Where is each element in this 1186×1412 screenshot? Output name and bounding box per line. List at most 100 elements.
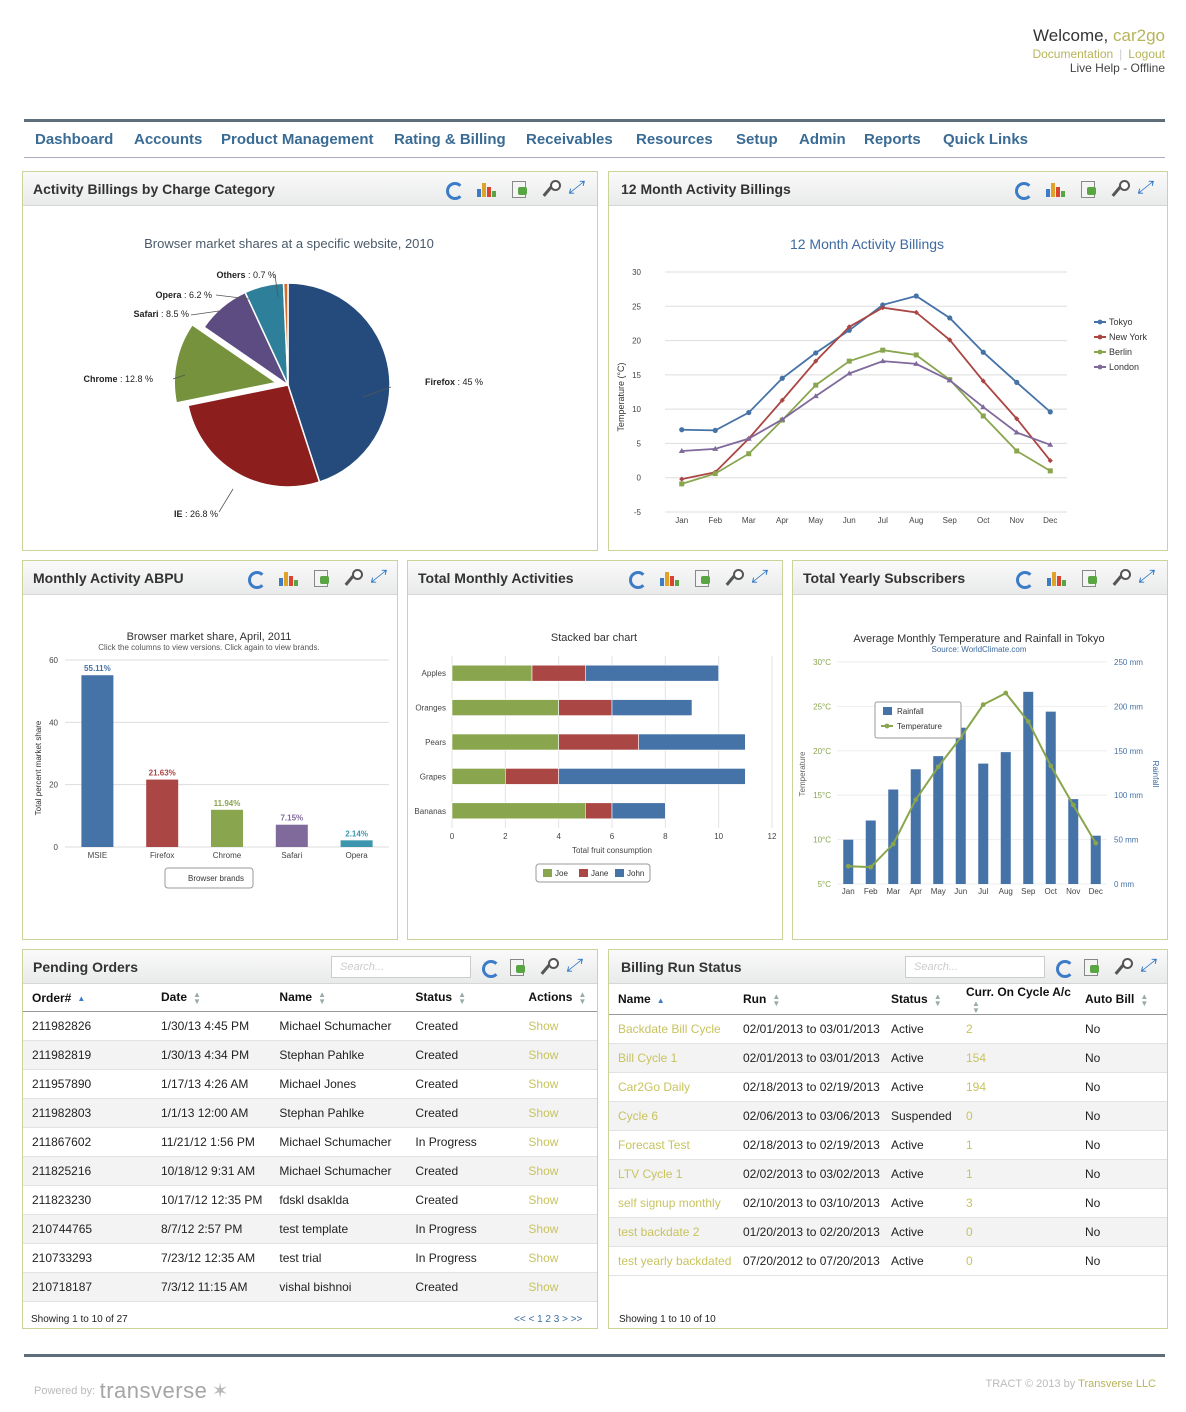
export-icon[interactable] — [509, 179, 529, 199]
data-point[interactable] — [935, 764, 941, 770]
expand-icon[interactable] — [567, 177, 587, 199]
data-point[interactable] — [890, 841, 896, 847]
billing-cycle-link[interactable]: Backdate Bill Cycle — [609, 1014, 735, 1044]
data-point[interactable] — [779, 397, 785, 403]
data-point[interactable] — [813, 350, 819, 356]
stacked-bar-segment[interactable] — [585, 802, 613, 820]
legend-item[interactable]: Jane — [591, 869, 609, 878]
refresh-icon[interactable] — [1053, 957, 1074, 978]
legend-item[interactable]: Temperature — [897, 722, 942, 731]
cycle-count-link[interactable]: 2 — [958, 1014, 1083, 1044]
data-point[interactable] — [1070, 802, 1076, 808]
export-icon[interactable] — [1081, 957, 1101, 977]
pager[interactable]: << < 1 2 3 > >> — [514, 1314, 583, 1325]
data-point[interactable] — [845, 863, 851, 869]
data-point[interactable] — [879, 358, 886, 364]
legend-item[interactable]: Berlin — [1109, 347, 1132, 357]
table-row[interactable]: 211867602 11/21/12 1:56 PM Michael Schumac… — [23, 1127, 597, 1157]
pie-slice-others[interactable] — [282, 282, 289, 386]
data-point[interactable] — [1047, 468, 1053, 474]
data-point[interactable] — [980, 702, 986, 708]
company-link[interactable]: Transverse LLC — [1078, 1378, 1156, 1390]
data-point[interactable] — [980, 378, 986, 384]
col-name[interactable]: Name ▲ ▼ — [262, 985, 403, 1012]
table-row[interactable]: 211957890 1/17/13 4:26 AM Michael Jones Cre… — [23, 1069, 597, 1099]
export-icon[interactable] — [1078, 179, 1098, 199]
stacked-bar-segment[interactable] — [558, 733, 639, 751]
refresh-icon[interactable] — [1013, 568, 1034, 589]
expand-icon[interactable] — [1139, 955, 1159, 977]
nav-rating-billing[interactable]: Rating & Billing — [394, 131, 506, 148]
data-point[interactable] — [712, 427, 718, 433]
rainfall-bar[interactable] — [1045, 711, 1056, 884]
data-point[interactable] — [846, 370, 853, 376]
stacked-bar-segment[interactable] — [451, 768, 506, 785]
rainfall-bar[interactable] — [910, 769, 921, 884]
documentation-link[interactable]: Documentation — [1032, 47, 1114, 61]
col-auto-bill[interactable]: Auto Bill ▲ ▼ — [1083, 985, 1167, 1015]
show-link[interactable]: Show — [514, 1214, 597, 1244]
export-icon[interactable] — [311, 568, 331, 588]
data-point[interactable] — [1047, 441, 1054, 447]
legend-item[interactable]: John — [627, 869, 644, 878]
data-point[interactable] — [678, 447, 685, 453]
nav-admin[interactable]: Admin — [799, 131, 846, 148]
data-point[interactable] — [679, 476, 685, 482]
data-point[interactable] — [746, 451, 752, 457]
stacked-bar-segment[interactable] — [451, 699, 559, 716]
col-curr-cycle[interactable]: Curr. On Cycle A/c▲ ▼ — [958, 985, 1083, 1015]
billing-cycle-link[interactable]: LTV Cycle 1 — [609, 1159, 735, 1189]
nav-quick-links[interactable]: Quick Links — [943, 131, 1029, 148]
billing-cycle-link[interactable]: Forecast Test — [609, 1130, 735, 1160]
billing-cycle-link[interactable]: test backdate 2 — [609, 1217, 735, 1247]
legend-box[interactable] — [164, 867, 254, 889]
data-point[interactable] — [1048, 763, 1054, 769]
stacked-bar-segment[interactable] — [638, 733, 746, 751]
settings-wrench-icon[interactable] — [1108, 179, 1130, 199]
settings-wrench-icon[interactable] — [1111, 957, 1133, 977]
billing-cycle-link[interactable]: Bill Cycle 1 — [609, 1043, 735, 1073]
table-row[interactable]: Car2Go Daily 02/18/2013 to 02/19/2013 Acti… — [609, 1072, 1167, 1102]
refresh-icon[interactable] — [626, 568, 647, 589]
billing-cycle-link[interactable]: Car2Go Daily — [609, 1072, 735, 1102]
chart-type-icon[interactable] — [1040, 179, 1070, 199]
rainfall-bar[interactable] — [933, 756, 944, 884]
data-point[interactable] — [980, 349, 986, 355]
data-point[interactable] — [745, 435, 752, 441]
show-link[interactable]: Show — [514, 1243, 597, 1273]
data-point[interactable] — [880, 347, 886, 353]
table-row[interactable]: 211823230 10/17/12 12:35 PM fdskl dsaklda C… — [23, 1185, 597, 1215]
live-help-link[interactable]: Live Help - — [1069, 61, 1131, 75]
table-row[interactable]: 210744765 8/7/12 2:57 PM test template In P… — [23, 1214, 597, 1244]
pie-slice-ie[interactable] — [187, 384, 321, 488]
stacked-bar-segment[interactable] — [611, 802, 666, 820]
data-point[interactable] — [980, 404, 987, 410]
show-link[interactable]: Show — [514, 1185, 597, 1215]
data-point[interactable] — [1013, 429, 1020, 435]
show-link[interactable]: Show — [514, 1098, 597, 1128]
table-row[interactable]: 211825216 10/18/12 9:31 AM Michael Schumac… — [23, 1156, 597, 1186]
table-row[interactable]: 211982826 1/30/13 4:45 PM Michael Schumach… — [23, 1011, 597, 1041]
refresh-icon[interactable] — [443, 179, 464, 200]
column-bar[interactable] — [146, 779, 179, 847]
nav-product-management[interactable]: Product Management — [221, 131, 374, 148]
cycle-count-link[interactable]: 154 — [958, 1043, 1083, 1073]
show-link[interactable]: Show — [514, 1272, 597, 1302]
table-row[interactable]: Backdate Bill Cycle 02/01/2013 to 03/01/2… — [609, 1014, 1167, 1044]
rainfall-bar[interactable] — [1023, 691, 1034, 884]
rainfall-bar[interactable] — [1068, 799, 1079, 884]
cycle-count-link[interactable]: 0 — [958, 1217, 1083, 1247]
data-point[interactable] — [913, 797, 919, 803]
pie-slice-chrome[interactable] — [173, 323, 279, 404]
billing-cycle-link[interactable]: self signup monthly — [609, 1188, 735, 1218]
col-actions[interactable]: Actions ▲ ▼ — [514, 985, 597, 1012]
data-point[interactable] — [846, 358, 852, 364]
export-icon[interactable] — [507, 957, 527, 977]
stacked-bar-segment[interactable] — [558, 699, 613, 716]
legend-item[interactable]: New York — [1109, 332, 1148, 342]
data-point[interactable] — [712, 445, 719, 451]
col-name[interactable]: Name ▲ — [609, 985, 735, 1015]
settings-wrench-icon[interactable] — [539, 179, 561, 199]
col-date[interactable]: Date ▲ ▼ — [151, 985, 263, 1012]
col-run[interactable]: Run ▲ ▼ — [735, 985, 883, 1015]
